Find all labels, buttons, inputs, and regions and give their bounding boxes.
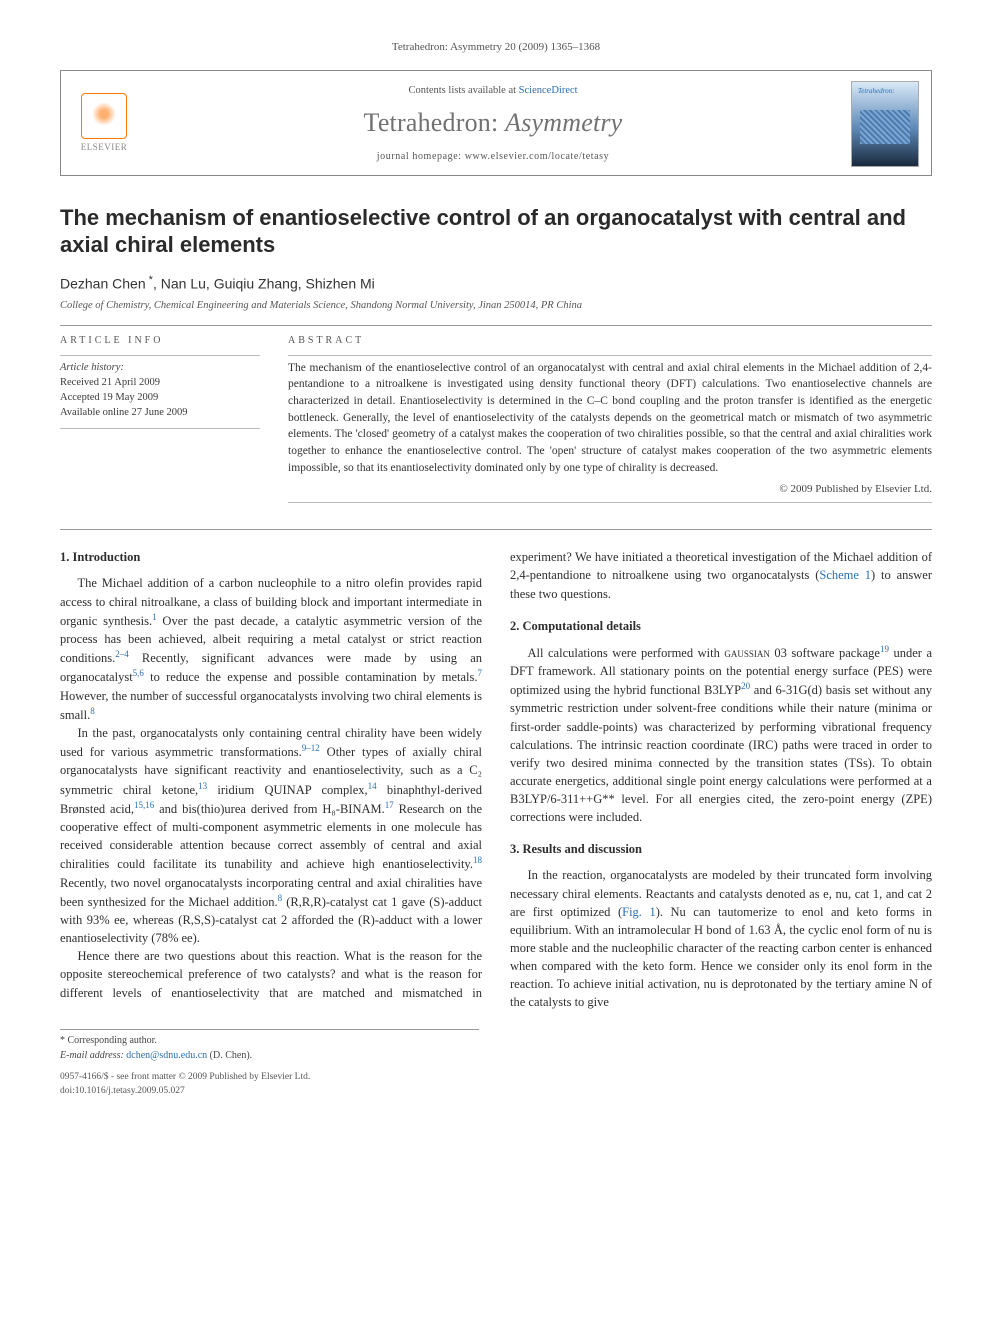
text: 03 software package: [770, 646, 880, 660]
s2-p1: All calculations were performed with gau…: [510, 643, 932, 827]
text: iridium QUINAP complex,: [207, 783, 367, 797]
cite-7[interactable]: 7: [478, 668, 483, 678]
sciencedirect-link[interactable]: ScienceDirect: [519, 85, 578, 96]
homepage-label: journal homepage:: [377, 151, 465, 162]
text: to reduce the expense and possible conta…: [144, 670, 478, 684]
divider: [60, 355, 260, 356]
received-date: Received 21 April 2009: [60, 375, 260, 390]
divider: [60, 529, 932, 530]
text: All calculations were performed with: [528, 646, 725, 660]
text: and 6-31G(d) basis set without any symme…: [510, 683, 932, 824]
divider: [288, 355, 932, 356]
cite-9-12[interactable]: 9–12: [302, 743, 320, 753]
cite-19[interactable]: 19: [880, 644, 889, 654]
cite-15-16[interactable]: 15,16: [134, 800, 154, 810]
cite-8[interactable]: 8: [90, 706, 95, 716]
affiliation: College of Chemistry, Chemical Engineeri…: [60, 298, 932, 313]
journal-cover-thumb: Tetrahedron:: [851, 81, 919, 167]
contents-line: Contents lists available at ScienceDirec…: [149, 83, 837, 98]
doi-line: doi:10.1016/j.tetasy.2009.05.027: [60, 1085, 932, 1099]
abstract-copyright: © 2009 Published by Elsevier Ltd.: [288, 482, 932, 498]
journal-name-plain: Tetrahedron:: [364, 108, 506, 137]
doi-block: 0957-4166/$ - see front matter © 2009 Pu…: [60, 1071, 932, 1099]
email-link[interactable]: dchen@sdnu.edu.cn: [126, 1050, 207, 1061]
cite-13[interactable]: 13: [198, 781, 207, 791]
s1-p1: The Michael addition of a carbon nucleop…: [60, 574, 482, 724]
section-1-head: 1. Introduction: [60, 548, 482, 566]
journal-header: ELSEVIER Contents lists available at Sci…: [60, 70, 932, 176]
text: However, the number of successful organo…: [60, 689, 482, 722]
front-matter-line: 0957-4166/$ - see front matter © 2009 Pu…: [60, 1071, 932, 1085]
cite-20[interactable]: 20: [741, 681, 750, 691]
publisher-name: ELSEVIER: [81, 141, 128, 154]
section-3-head: 3. Results and discussion: [510, 840, 932, 858]
cover-title: Tetrahedron:: [858, 86, 894, 96]
corresponding-note: * Corresponding author.: [60, 1034, 479, 1049]
scheme-1-link[interactable]: Scheme 1: [819, 568, 871, 582]
divider: [60, 428, 260, 429]
cite-14[interactable]: 14: [368, 781, 377, 791]
section-2-head: 2. Computational details: [510, 617, 932, 635]
abstract: ABSTRACT The mechanism of the enantiosel…: [288, 334, 932, 507]
footnotes: * Corresponding author. E-mail address: …: [60, 1029, 479, 1063]
article-title: The mechanism of enantioselective contro…: [60, 204, 932, 259]
divider: [60, 325, 932, 326]
abstract-head: ABSTRACT: [288, 334, 932, 349]
text: ). Nu can tautomerize to enol and keto f…: [510, 905, 932, 1010]
homepage-line: journal homepage: www.elsevier.com/locat…: [149, 150, 837, 165]
elsevier-logo: ELSEVIER: [73, 89, 135, 159]
gaussian-sc: gaussian: [724, 646, 770, 660]
corresponding-marker: *: [146, 274, 153, 286]
article-info-head: ARTICLE INFO: [60, 334, 260, 349]
accepted-date: Accepted 19 May 2009: [60, 390, 260, 405]
author-1: Dezhan Chen: [60, 276, 146, 292]
article-info: ARTICLE INFO Article history: Received 2…: [60, 334, 260, 507]
cite-18[interactable]: 18: [473, 855, 482, 865]
abstract-text: The mechanism of the enantioselective co…: [288, 360, 932, 477]
fig-1-link[interactable]: Fig. 1: [622, 905, 656, 919]
journal-name-italic: Asymmetry: [505, 108, 622, 137]
author-list: Dezhan Chen *, Nan Lu, Guiqiu Zhang, Shi…: [60, 273, 932, 294]
online-date: Available online 27 June 2009: [60, 405, 260, 420]
email-paren: (D. Chen).: [210, 1050, 253, 1061]
elsevier-tree-icon: [81, 93, 127, 139]
s3-p1: In the reaction, organocatalysts are mod…: [510, 866, 932, 1011]
divider: [288, 502, 932, 503]
cite-17[interactable]: 17: [385, 800, 394, 810]
author-4: Shizhen Mi: [306, 276, 375, 292]
cite-5-6[interactable]: 5,6: [133, 668, 144, 678]
homepage-url: www.elsevier.com/locate/tetasy: [465, 151, 610, 162]
s1-p2: In the past, organocatalysts only contai…: [60, 724, 482, 947]
running-head: Tetrahedron: Asymmetry 20 (2009) 1365–13…: [60, 40, 932, 56]
text: and bis(thio)urea derived from H₈-BINAM.: [154, 802, 385, 816]
body-text: 1. Introduction The Michael addition of …: [60, 548, 932, 1011]
email-line: E-mail address: dchen@sdnu.edu.cn (D. Ch…: [60, 1049, 479, 1064]
cite-2-4[interactable]: 2–4: [115, 649, 129, 659]
journal-name: Tetrahedron: Asymmetry: [149, 104, 837, 142]
author-3: Guiqiu Zhang: [214, 276, 298, 292]
history-label: Article history:: [60, 360, 260, 375]
contents-prefix: Contents lists available at: [408, 85, 518, 96]
email-label: E-mail address:: [60, 1050, 124, 1061]
author-2: Nan Lu: [161, 276, 206, 292]
